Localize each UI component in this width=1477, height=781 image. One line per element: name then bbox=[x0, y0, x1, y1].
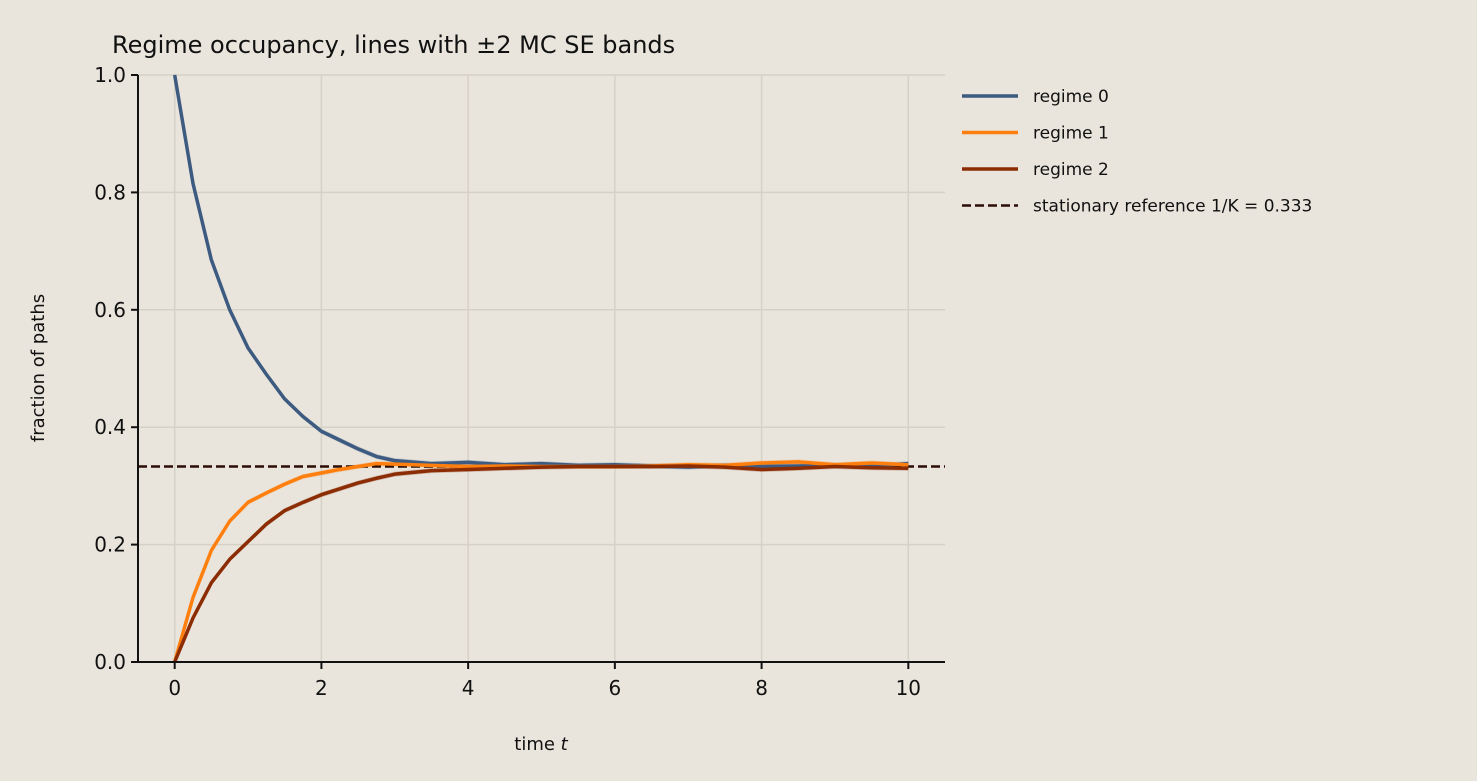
legend-label: regime 2 bbox=[1033, 160, 1109, 180]
x-tick-label: 10 bbox=[896, 676, 921, 700]
legend-label: regime 0 bbox=[1033, 87, 1109, 107]
chart-title: Regime occupancy, lines with ±2 MC SE ba… bbox=[112, 31, 675, 59]
y-tick-label: 0.4 bbox=[94, 415, 126, 439]
y-tick-label: 0.0 bbox=[94, 650, 126, 674]
y-tick-label: 0.6 bbox=[94, 298, 126, 322]
y-tick-label: 0.8 bbox=[94, 180, 126, 204]
y-tick-labels: 0.0 0.2 0.4 0.6 0.8 1.0 bbox=[94, 63, 126, 674]
legend-label: stationary reference 1/K = 0.333 bbox=[1033, 197, 1312, 217]
x-tick-label: 0 bbox=[168, 676, 181, 700]
series-lines bbox=[138, 74, 945, 663]
x-tick-label: 6 bbox=[608, 676, 621, 700]
x-axis-label: time t bbox=[514, 734, 568, 755]
series-line-regime-2 bbox=[173, 464, 909, 663]
series-line-regime-1 bbox=[172, 460, 909, 663]
se-band-regime-1 bbox=[174, 459, 909, 665]
y-axis-label: fraction of paths bbox=[28, 294, 49, 442]
y-tick-label: 0.2 bbox=[94, 533, 126, 557]
axes bbox=[131, 74, 945, 669]
x-tick-labels: 0 2 4 6 8 10 bbox=[168, 676, 921, 700]
se-band-regime-2 bbox=[174, 463, 909, 665]
grid-lines bbox=[138, 74, 945, 663]
series-line-regime-0 bbox=[172, 74, 909, 469]
x-tick-label: 2 bbox=[315, 676, 328, 700]
se-bands bbox=[174, 72, 909, 665]
legend: regime 0 regime 1 regime 2 stationary refer… bbox=[962, 87, 1312, 217]
x-tick-label: 8 bbox=[755, 676, 768, 700]
y-tick-label: 1.0 bbox=[94, 63, 126, 87]
legend-label: regime 1 bbox=[1033, 124, 1109, 144]
x-tick-label: 4 bbox=[462, 676, 475, 700]
se-band-regime-0 bbox=[174, 72, 909, 470]
